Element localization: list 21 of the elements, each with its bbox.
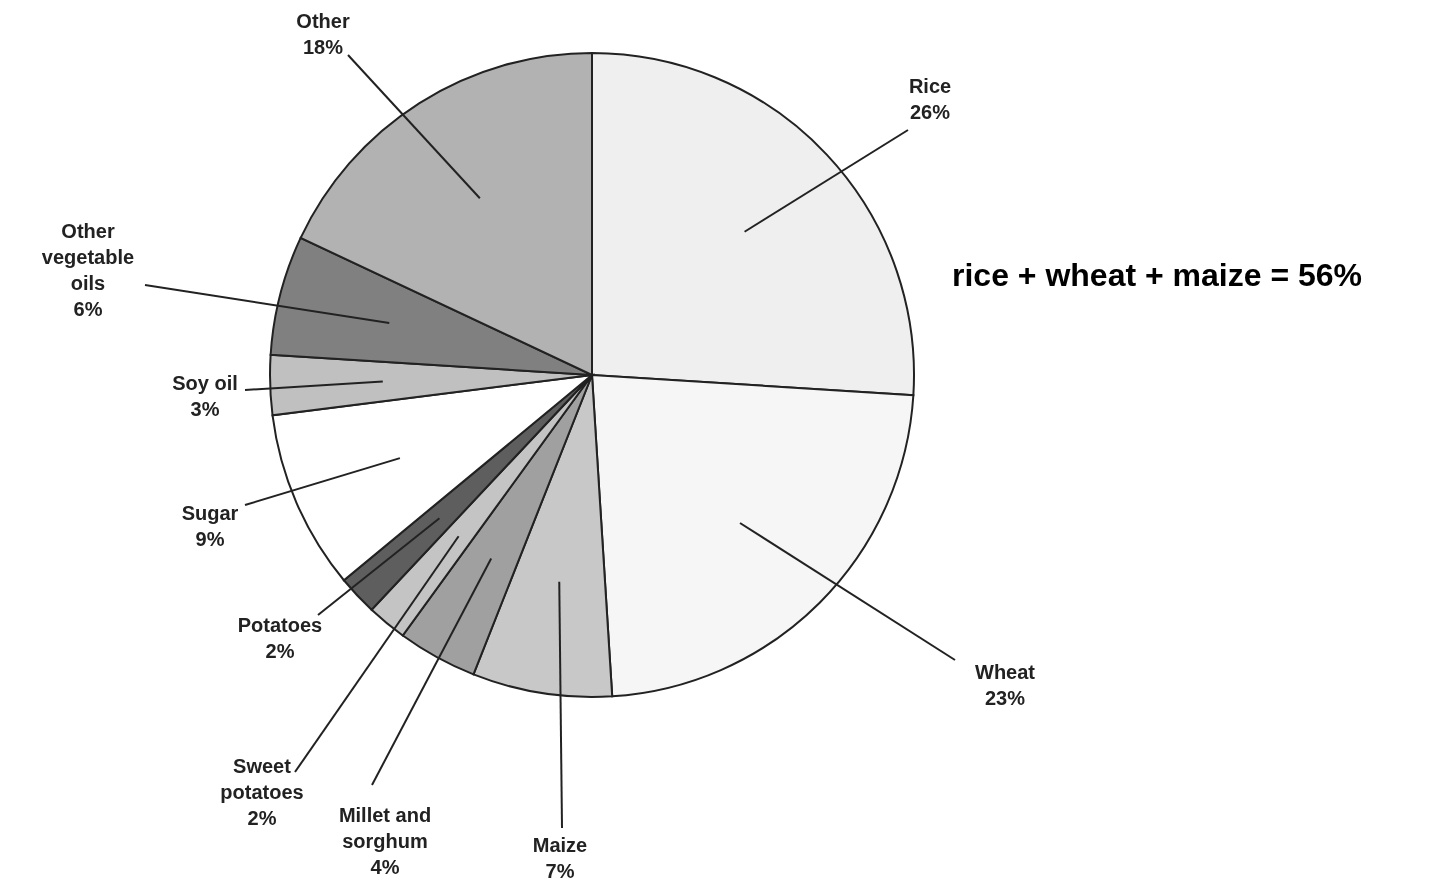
slice-label: Other vegetable oils — [41, 220, 135, 294]
data-label: 4% — [370, 856, 400, 878]
slice-label: Soy oil — [172, 372, 238, 394]
data-label: 6% — [73, 298, 103, 320]
data-label: 7% — [545, 860, 575, 882]
data-label: 23% — [984, 687, 1026, 709]
slice-label: Potatoes — [237, 614, 323, 636]
data-label: 26% — [909, 101, 951, 123]
slice-label: Other — [296, 10, 350, 32]
slice-label: Millet and sorghum — [338, 804, 432, 852]
data-label: 9% — [195, 528, 225, 550]
slice-label: Maize — [532, 834, 588, 856]
data-label: 2% — [265, 640, 295, 662]
data-label: 3% — [190, 398, 220, 420]
text: rice + wheat + maize = 56% — [952, 257, 1363, 293]
slice-label: Wheat — [975, 661, 1036, 683]
slice-label: Rice — [908, 75, 952, 97]
data-label: 18% — [302, 36, 344, 58]
slice-label: Sugar — [181, 502, 239, 524]
slice-label: Sweet potatoes — [220, 755, 304, 803]
data-label: 2% — [247, 807, 277, 829]
